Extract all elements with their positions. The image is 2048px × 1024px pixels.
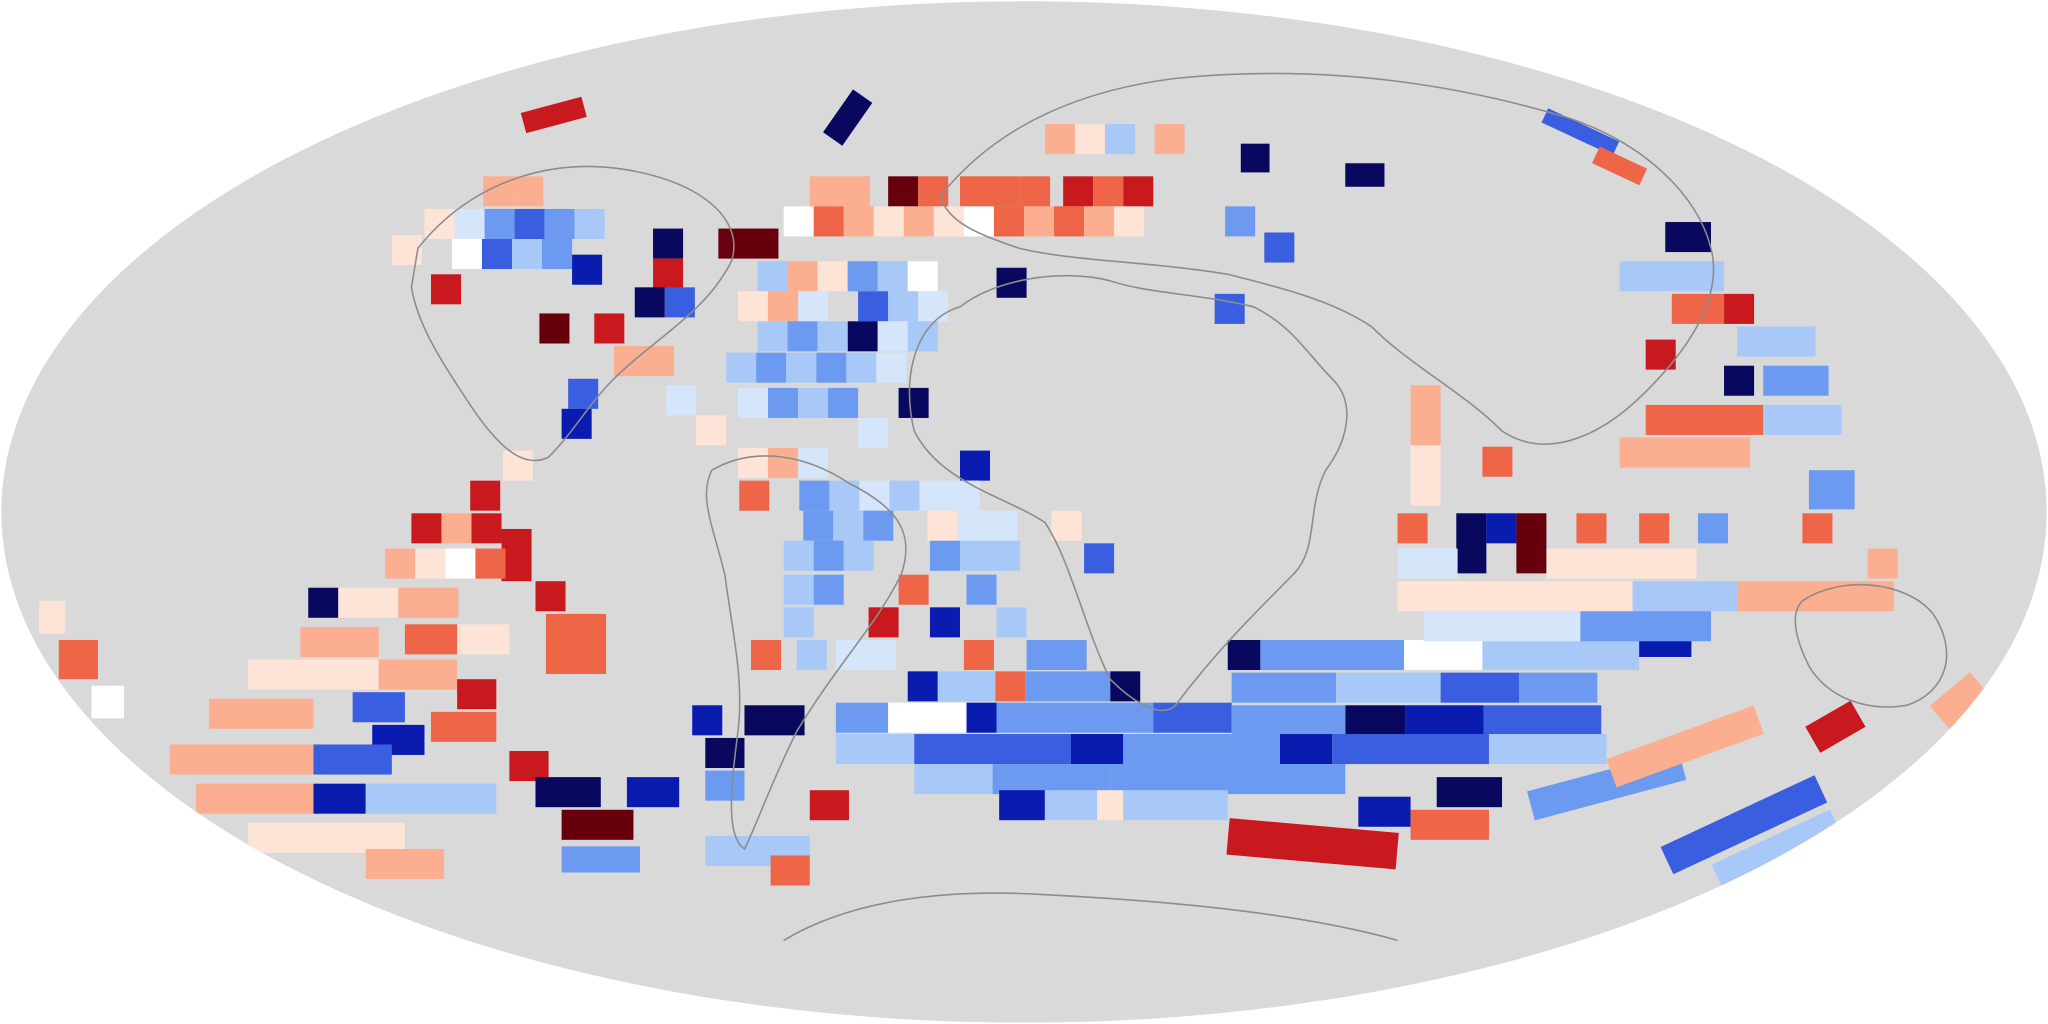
north-america — [410, 165, 735, 462]
australia — [1794, 584, 1948, 708]
coastlines — [410, 72, 1948, 942]
cell — [1074, 124, 1105, 155]
anomaly-cells — [39, 89, 1990, 889]
antarctica — [783, 892, 1398, 942]
cell — [1345, 163, 1385, 187]
southern-ocean — [692, 626, 1692, 870]
west-atlantic — [391, 176, 779, 446]
atlantic-column — [726, 261, 1115, 671]
north-atlantic-row — [783, 176, 1295, 324]
cell — [1044, 124, 1075, 155]
cell — [520, 96, 587, 134]
cell — [823, 89, 873, 146]
south-america — [705, 455, 907, 851]
eurasia — [939, 72, 1715, 445]
cell — [1104, 124, 1136, 155]
east-pacific — [39, 450, 849, 886]
cell — [1154, 124, 1185, 155]
indian-pacific — [1397, 108, 1990, 889]
africa — [908, 274, 1348, 712]
cell — [1240, 143, 1270, 173]
